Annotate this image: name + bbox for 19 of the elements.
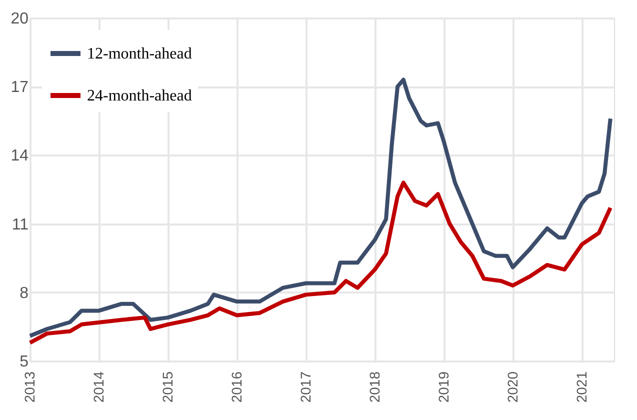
y-tick-label: 14: [10, 148, 29, 165]
x-tick-label: 2016: [228, 371, 244, 403]
y-tick-label: 11: [12, 216, 29, 234]
x-tick-label: 2014: [90, 371, 106, 403]
y-tick-label: 20: [10, 10, 29, 28]
x-tick-label: 2015: [159, 371, 176, 403]
x-tick-label: 2020: [504, 371, 520, 403]
y-tick-label: 17: [10, 79, 29, 96]
x-tick-label: 2017: [297, 371, 314, 403]
x-tick-label: 2019: [435, 371, 452, 403]
y-tick-label: 5: [20, 354, 29, 370]
legend-label: 24-month-ahead: [87, 88, 192, 104]
legend-label: 12-month-ahead: [87, 46, 192, 62]
x-tick-label: 2018: [366, 371, 382, 403]
x-tick-label: 2013: [22, 371, 38, 403]
x-tick-label: 2021: [573, 371, 590, 403]
y-tick-label: 8: [20, 284, 29, 302]
line-series: [28, 78, 612, 338]
line-series: [28, 180, 612, 345]
